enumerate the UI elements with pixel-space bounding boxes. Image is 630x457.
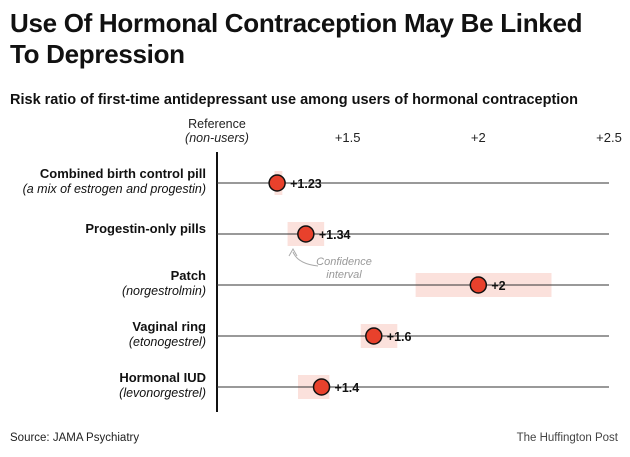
category-name-4: Hormonal IUD xyxy=(119,370,206,385)
category-name-1: Progestin-only pills xyxy=(85,221,206,236)
category-sub-0: (a mix of estrogen and progestin) xyxy=(23,182,206,196)
category-sub-4: (levonorgestrel) xyxy=(119,386,206,400)
annotation-arrow xyxy=(292,251,319,267)
x-tick-label-1: +2 xyxy=(471,130,486,145)
category-sub-2: (norgestrolmin) xyxy=(122,284,206,298)
annotation-line2: interval xyxy=(326,269,362,281)
reference-label: Reference xyxy=(188,117,246,131)
data-point-1 xyxy=(297,225,315,243)
data-label-0: +1.23 xyxy=(290,177,322,191)
data-label-2: +2 xyxy=(491,279,505,293)
category-name-3: Vaginal ring xyxy=(132,319,206,334)
annotation-arrowhead xyxy=(288,247,298,257)
chart-title: Use Of Hormonal Contraception May Be Lin… xyxy=(10,8,583,69)
data-point-4 xyxy=(312,378,331,396)
reference-sublabel: (non-users) xyxy=(185,131,249,145)
category-name-0: Combined birth control pill xyxy=(40,166,206,181)
x-tick-label-2: +2.5 xyxy=(596,130,622,145)
data-point-3 xyxy=(365,327,383,345)
data-label-3: +1.6 xyxy=(387,330,412,344)
data-point-0 xyxy=(268,174,286,192)
chart-subtitle: Risk ratio of first-time antidepressant … xyxy=(10,92,579,108)
x-tick-label-0: +1.5 xyxy=(335,130,361,145)
publisher-credit: The Huffington Post xyxy=(516,432,618,444)
source-note: Source: JAMA Psychiatry xyxy=(10,432,140,444)
data-label-1: +1.34 xyxy=(319,228,351,242)
annotation-line1: Confidence xyxy=(316,256,372,268)
category-name-2: Patch xyxy=(171,268,206,283)
data-label-4: +1.4 xyxy=(335,381,360,395)
category-sub-3: (etonogestrel) xyxy=(129,335,206,349)
data-point-2 xyxy=(469,276,488,294)
